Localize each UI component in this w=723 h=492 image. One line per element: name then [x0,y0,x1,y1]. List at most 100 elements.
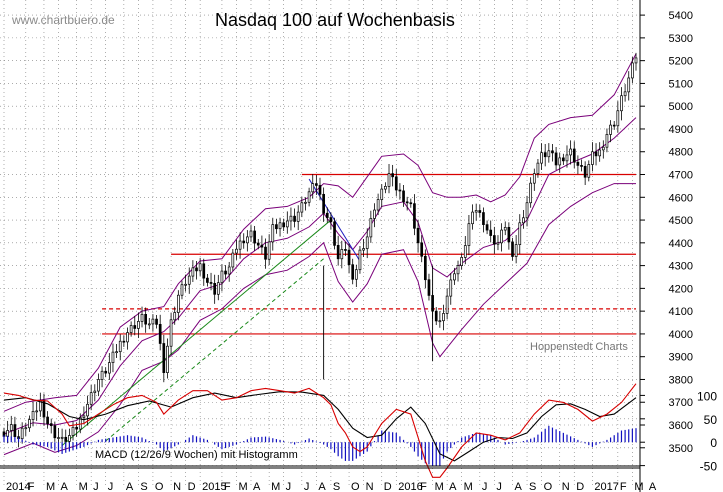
candle-body [89,392,93,405]
candle-body [536,162,540,174]
candle-body [282,222,286,228]
candle-body [24,427,28,430]
y-tick-label: 4200 [669,283,693,295]
candle-body [627,77,631,93]
macd-panel [3,383,637,478]
x-tick-label: D [188,481,196,492]
candle-body [333,221,336,246]
y-tick-label: 5400 [669,10,693,22]
y-tick-label: 4000 [669,329,693,341]
candle-body [184,283,187,286]
candle-body [580,165,583,167]
candle-body [456,265,460,275]
candle-body [144,313,147,325]
candle-body [460,257,463,266]
x-tick-label: J [286,481,292,492]
support-resistance-lines [102,173,636,335]
candle-body [100,370,104,380]
candle-body [467,223,471,246]
candle-body [118,340,122,353]
candle-body [31,410,35,420]
candle-body [104,370,108,374]
candle-body [46,416,49,424]
x-tick-label: 2014 [6,481,30,492]
candle-body [53,425,57,439]
candle-body [195,267,198,272]
candle-body [71,426,75,436]
candle-body [64,436,68,442]
candle-body [126,332,129,343]
y-tick-label: 4500 [669,215,693,227]
x-tick-label: A [60,481,68,492]
candle-body [562,157,565,162]
macd-y-tick-label: 100 [697,389,717,403]
candle-body [511,241,514,257]
x-tick-label: M [634,481,643,492]
macd-label: MACD (12/26/9 Wochen) mit Histogramm [95,449,298,461]
candle-body [413,203,416,229]
candle-body [373,209,376,219]
x-tick-label: F [28,481,35,492]
candle-body [365,236,369,249]
x-tick-label: J [496,481,502,492]
candle-body [6,430,9,437]
y-tick-label: 3900 [669,352,693,364]
candle-body [612,124,616,127]
y-tick-label: 5100 [669,78,693,90]
candle-body [177,294,180,313]
candle-body [133,325,137,329]
x-tick-label: F [620,481,627,492]
candle-body [482,212,485,225]
candle-body [78,417,82,430]
candle-body [155,318,158,325]
candle-body [97,379,100,392]
candle-body [13,424,17,437]
y-tick-label: 4900 [669,124,693,136]
candle-body [209,282,213,284]
x-tick-label: A [318,481,326,492]
candle-body [137,321,140,329]
candle-body [307,191,311,203]
candle-body [275,224,278,230]
chart-title: Nasdaq 100 auf Wochenbasis [215,10,455,30]
candle-body [213,283,217,295]
candle-body [453,273,456,281]
candle-body [569,148,572,156]
candle-body [93,390,97,394]
x-tick-label: S [140,481,147,492]
candle-body [311,183,315,193]
candle-body [514,244,518,257]
candle-body [503,226,507,231]
candle-body [409,202,413,205]
candle-body [525,202,529,219]
y-tick-label: 5000 [669,101,693,113]
candle-body [60,436,64,439]
candle-body [471,211,474,225]
macd-y-tick-label: -50 [700,460,718,474]
candle-body [9,424,13,431]
candle-body [224,270,227,275]
macd-line [3,383,637,478]
candle-body [522,217,525,224]
y-tick-label: 3600 [669,420,693,432]
price-candles [2,52,638,451]
x-tick-label: D [384,481,392,492]
candle-body [318,185,322,195]
bollinger-lower-line [3,183,636,456]
candle-body [351,264,355,280]
candle-body [242,240,246,244]
candle-body [49,423,53,427]
candle-body [551,150,554,154]
candle-body [576,161,580,166]
candle-body [256,242,260,246]
candle-body [147,323,151,326]
candle-body [416,227,420,244]
candle-body [158,324,162,344]
candle-body [35,410,39,413]
candle-body [68,435,71,442]
x-tick-label: S [529,481,536,492]
candle-body [151,318,155,325]
x-tick-label: A [649,481,657,492]
